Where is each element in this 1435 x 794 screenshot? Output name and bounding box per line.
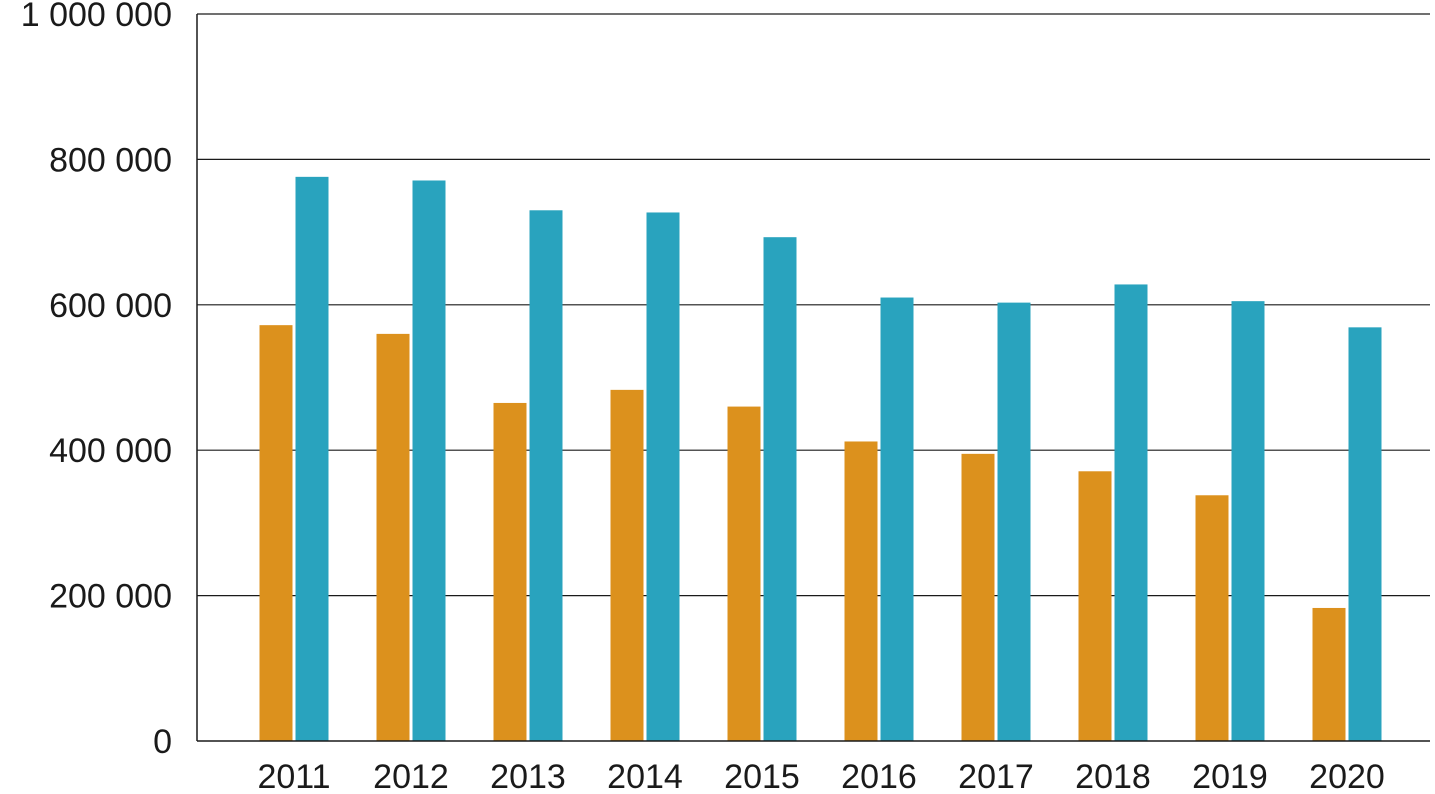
y-tick-label: 600 000 — [49, 287, 172, 325]
axes — [196, 14, 1430, 742]
bar-series-2-2017 — [997, 302, 1031, 741]
bar-series-2-2011 — [295, 176, 329, 741]
y-axis-tick-labels: 0 200 000 400 000 600 000 800 000 1 000 000 — [21, 0, 172, 761]
bar-series-1-2011 — [259, 325, 293, 741]
x-tick-label: 2019 — [1192, 758, 1268, 794]
y-tick-label: 400 000 — [49, 432, 172, 470]
bar-series-2-2019 — [1231, 301, 1265, 741]
x-tick-label: 2012 — [373, 758, 449, 794]
x-tick-label: 2017 — [958, 758, 1034, 794]
bar-series-1-2014 — [610, 389, 644, 741]
bar-series-2-2018 — [1114, 284, 1148, 741]
x-tick-label: 2011 — [257, 758, 330, 794]
bar-series-1-2015 — [727, 406, 761, 741]
bar-series-2-2020 — [1348, 327, 1382, 741]
x-tick-label: 2020 — [1309, 758, 1385, 794]
y-tick-label: 200 000 — [49, 578, 172, 616]
y-tick-label: 1 000 000 — [21, 0, 172, 34]
bar-series-2-2015 — [763, 237, 797, 741]
bar-series-1-2018 — [1078, 471, 1112, 741]
bar-series-1-2013 — [493, 402, 527, 741]
bar-series-1-2020 — [1312, 607, 1346, 741]
bar-series-1-2016 — [844, 441, 878, 741]
x-axis-tick-labels: 2011 2012 2013 2014 2015 2016 2017 2018 2019 2020 — [257, 758, 1384, 794]
x-tick-label: 2016 — [841, 758, 917, 794]
bar-series-2-2016 — [880, 297, 914, 741]
bar-series-2-2014 — [646, 212, 680, 741]
bar-series-1-2012 — [376, 333, 410, 741]
bar-series-1-2019 — [1195, 495, 1229, 741]
x-tick-label: 2013 — [490, 758, 566, 794]
y-tick-label: 800 000 — [49, 141, 172, 179]
x-tick-label: 2015 — [724, 758, 800, 794]
bars — [259, 176, 1382, 742]
x-tick-label: 2014 — [607, 758, 683, 794]
bar-series-1-2017 — [961, 453, 995, 741]
bar-series-2-2013 — [529, 210, 563, 742]
y-tick-label: 0 — [153, 723, 172, 761]
x-tick-label: 2018 — [1075, 758, 1151, 794]
bar-series-2-2012 — [412, 180, 446, 741]
